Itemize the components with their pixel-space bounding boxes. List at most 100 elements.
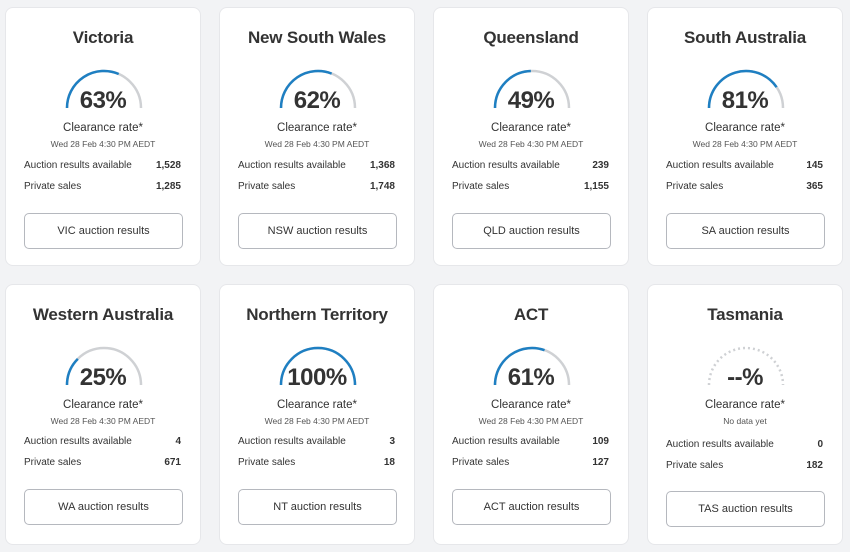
auction-results-row: Auction results available 1,528 bbox=[24, 160, 181, 174]
clearance-date: No data yet bbox=[723, 416, 767, 426]
auction-results-label: Auction results available bbox=[666, 160, 774, 171]
clearance-gauge bbox=[65, 69, 143, 109]
private-sales-row: Private sales 1,155 bbox=[452, 181, 609, 195]
clearance-gauge bbox=[707, 346, 785, 386]
clearance-gauge bbox=[65, 346, 143, 386]
private-sales-row: Private sales 1,748 bbox=[238, 181, 395, 195]
clearance-gauge bbox=[707, 69, 785, 109]
region-title: Northern Territory bbox=[246, 305, 388, 324]
region-card-nsw: New South Wales 62% Clearance rate* Wed … bbox=[219, 7, 415, 266]
gauge-fill bbox=[279, 69, 333, 109]
private-sales-row: Private sales 182 bbox=[666, 460, 823, 474]
clearance-percentage: --% bbox=[727, 364, 763, 391]
region-card-sa: South Australia 81% Clearance rate* Wed … bbox=[647, 7, 843, 266]
clearance-date: Wed 28 Feb 4:30 PM AEDT bbox=[478, 139, 584, 149]
region-card-qld: Queensland 49% Clearance rate* Wed 28 Fe… bbox=[433, 7, 629, 266]
region-card-nt: Northern Territory 100% Clearance rate* … bbox=[219, 284, 415, 545]
clearance-percentage: 61% bbox=[507, 364, 555, 391]
private-sales-label: Private sales bbox=[666, 460, 724, 471]
region-title: Victoria bbox=[72, 28, 134, 47]
private-sales-value: 1,155 bbox=[583, 181, 609, 192]
clearance-percentage: 49% bbox=[507, 87, 555, 114]
gauge-fill bbox=[707, 69, 778, 109]
private-sales-row: Private sales 365 bbox=[666, 181, 823, 195]
gauge-fill bbox=[65, 357, 79, 386]
auction-results-value: 0 bbox=[817, 439, 823, 450]
region-title: Tasmania bbox=[707, 305, 783, 324]
private-sales-value: 365 bbox=[806, 181, 823, 192]
region-title: ACT bbox=[513, 305, 549, 324]
private-sales-label: Private sales bbox=[24, 457, 82, 468]
private-sales-value: 18 bbox=[383, 457, 395, 468]
clearance-percentage: 63% bbox=[79, 87, 127, 114]
auction-results-label: Auction results available bbox=[238, 160, 346, 171]
auction-results-value: 239 bbox=[592, 160, 609, 171]
clearance-date: Wed 28 Feb 4:30 PM AEDT bbox=[478, 416, 584, 426]
auction-results-label: Auction results available bbox=[24, 436, 132, 447]
private-sales-label: Private sales bbox=[666, 181, 724, 192]
auction-results-value: 3 bbox=[389, 436, 395, 447]
nt-auction-results-button[interactable]: NT auction results bbox=[238, 489, 397, 525]
tas-auction-results-button[interactable]: TAS auction results bbox=[666, 491, 825, 527]
clearance-rate-label: Clearance rate* bbox=[63, 399, 143, 411]
region-card-tas: Tasmania --% Clearance rate* No data yet… bbox=[647, 284, 843, 545]
gauge-fill bbox=[493, 69, 531, 109]
clearance-date: Wed 28 Feb 4:30 PM AEDT bbox=[264, 416, 370, 426]
private-sales-value: 127 bbox=[592, 457, 609, 468]
clearance-percentage: 62% bbox=[293, 87, 341, 114]
private-sales-label: Private sales bbox=[24, 181, 82, 192]
clearance-gauge bbox=[493, 346, 571, 386]
clearance-percentage: 25% bbox=[79, 364, 127, 391]
region-card-wa: Western Australia 25% Clearance rate* We… bbox=[5, 284, 201, 545]
sa-auction-results-button[interactable]: SA auction results bbox=[666, 213, 825, 249]
qld-auction-results-button[interactable]: QLD auction results bbox=[452, 213, 611, 249]
auction-results-row: Auction results available 3 bbox=[238, 436, 395, 450]
auction-results-row: Auction results available 145 bbox=[666, 160, 823, 174]
auction-results-row: Auction results available 109 bbox=[452, 436, 609, 450]
clearance-date: Wed 28 Feb 4:30 PM AEDT bbox=[264, 139, 370, 149]
private-sales-value: 182 bbox=[806, 460, 823, 471]
region-title: South Australia bbox=[684, 28, 806, 47]
region-card-vic: Victoria 63% Clearance rate* Wed 28 Feb … bbox=[5, 7, 201, 266]
auction-results-value: 1,368 bbox=[369, 160, 395, 171]
wa-auction-results-button[interactable]: WA auction results bbox=[24, 489, 183, 525]
auction-results-value: 145 bbox=[806, 160, 823, 171]
clearance-rate-label: Clearance rate* bbox=[705, 122, 785, 134]
clearance-date: Wed 28 Feb 4:30 PM AEDT bbox=[692, 139, 798, 149]
clearance-rate-label: Clearance rate* bbox=[491, 399, 571, 411]
region-card-act: ACT 61% Clearance rate* Wed 28 Feb 4:30 … bbox=[433, 284, 629, 545]
act-auction-results-button[interactable]: ACT auction results bbox=[452, 489, 611, 525]
clearance-gauge bbox=[279, 69, 357, 109]
clearance-gauge bbox=[493, 69, 571, 109]
private-sales-value: 1,748 bbox=[369, 181, 395, 192]
auction-results-label: Auction results available bbox=[452, 436, 560, 447]
clearance-rate-label: Clearance rate* bbox=[491, 122, 571, 134]
auction-results-value: 109 bbox=[592, 436, 609, 447]
clearance-rate-label: Clearance rate* bbox=[277, 399, 357, 411]
clearance-gauge bbox=[279, 346, 357, 386]
private-sales-row: Private sales 127 bbox=[452, 457, 609, 471]
private-sales-label: Private sales bbox=[452, 457, 510, 468]
auction-results-row: Auction results available 4 bbox=[24, 436, 181, 450]
auction-results-row: Auction results available 239 bbox=[452, 160, 609, 174]
region-title: Western Australia bbox=[32, 305, 174, 324]
auction-results-value: 4 bbox=[175, 436, 181, 447]
private-sales-value: 671 bbox=[164, 457, 181, 468]
clearance-rate-label: Clearance rate* bbox=[705, 399, 785, 411]
clearance-rate-label: Clearance rate* bbox=[63, 122, 143, 134]
private-sales-label: Private sales bbox=[238, 457, 296, 468]
clearance-date: Wed 28 Feb 4:30 PM AEDT bbox=[50, 139, 156, 149]
auction-results-value: 1,528 bbox=[155, 160, 181, 171]
vic-auction-results-button[interactable]: VIC auction results bbox=[24, 213, 183, 249]
private-sales-row: Private sales 18 bbox=[238, 457, 395, 471]
region-title: New South Wales bbox=[247, 28, 387, 47]
private-sales-value: 1,285 bbox=[155, 181, 181, 192]
gauge-fill bbox=[493, 346, 545, 386]
auction-results-row: Auction results available 0 bbox=[666, 439, 823, 453]
private-sales-row: Private sales 1,285 bbox=[24, 181, 181, 195]
auction-results-label: Auction results available bbox=[666, 439, 774, 450]
private-sales-label: Private sales bbox=[452, 181, 510, 192]
gauge-fill bbox=[65, 69, 120, 109]
private-sales-row: Private sales 671 bbox=[24, 457, 181, 471]
nsw-auction-results-button[interactable]: NSW auction results bbox=[238, 213, 397, 249]
